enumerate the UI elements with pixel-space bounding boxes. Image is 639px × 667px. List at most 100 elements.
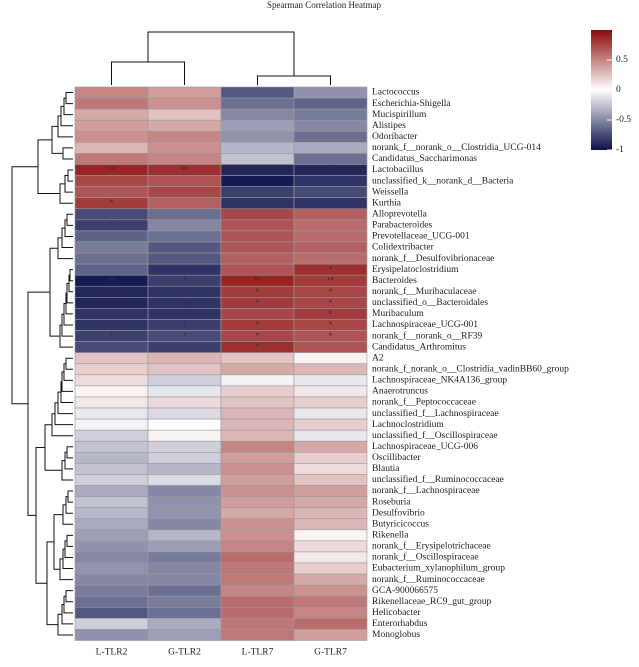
row-label: unclassified_f__Lachnospiraceae xyxy=(372,408,499,419)
heatmap-cell xyxy=(293,418,368,431)
heatmap-cell xyxy=(220,562,295,575)
heatmap-cell xyxy=(293,540,368,553)
heatmap-cell xyxy=(147,241,222,254)
significance-mark: * xyxy=(183,298,187,308)
dendrogram-branch xyxy=(63,97,73,116)
significance-mark: * xyxy=(183,276,187,286)
row-label: Helicobacter xyxy=(372,608,421,618)
heatmap-cell xyxy=(293,429,368,442)
heatmap-cell xyxy=(293,252,368,265)
significance-mark: * xyxy=(256,298,260,308)
row-label: norank_f__Oscillospiraceae xyxy=(372,552,479,563)
heatmap-cell xyxy=(147,485,222,497)
row-label: Roseburia xyxy=(372,497,411,507)
heatmap-cell xyxy=(74,507,149,520)
heatmap-cell xyxy=(147,463,222,475)
heatmap-cell xyxy=(293,197,368,210)
heatmap-cell xyxy=(147,452,222,464)
heatmap-cell xyxy=(220,197,295,210)
row-label: norank_f__norank_o__RF39 xyxy=(372,330,483,341)
heatmap-cell xyxy=(220,618,295,630)
row-label: Monoglobus xyxy=(372,630,420,640)
significance-mark: * xyxy=(110,320,114,330)
heatmap-cell xyxy=(147,175,222,187)
heatmap-cell xyxy=(147,396,222,409)
heatmap-cell xyxy=(74,595,149,608)
significance-mark: * xyxy=(329,165,333,175)
heatmap-cell xyxy=(220,230,295,243)
heatmap-cell xyxy=(147,418,222,431)
heatmap-cell xyxy=(74,463,149,475)
dendrogram-branch xyxy=(60,381,73,403)
heatmap-cell xyxy=(74,551,149,564)
heatmap-cell xyxy=(293,595,368,608)
dendrogram-branch xyxy=(62,504,73,525)
heatmap-cell xyxy=(147,595,222,608)
row-label: Desulfovibrio xyxy=(372,507,425,518)
dendrogram-branch xyxy=(65,496,73,514)
heatmap-cell xyxy=(293,352,368,365)
dendrogram-branch xyxy=(57,115,73,138)
heatmap-cell xyxy=(220,551,295,564)
heatmap-cell xyxy=(220,496,295,508)
heatmap-cell xyxy=(147,407,222,420)
heatmap-cell xyxy=(293,396,368,409)
heatmap-cell xyxy=(147,374,222,387)
dendrogram-branch xyxy=(37,139,60,195)
colorbar: 0.5 0 -0.5 -1 xyxy=(591,30,631,155)
dendrogram-branch xyxy=(66,213,73,226)
heatmap-cell xyxy=(74,208,149,221)
heatmap-cell xyxy=(74,263,149,276)
heatmap-cell xyxy=(220,429,295,442)
row-dendrogram xyxy=(11,92,73,636)
significance-mark: * xyxy=(110,287,114,297)
significance-mark: * xyxy=(256,342,260,352)
column-dendrogram xyxy=(111,31,331,85)
row-label: norank_f__Ruminococcaceae xyxy=(372,574,485,585)
chart-title: Spearman Correlation Heatmap xyxy=(267,0,381,10)
dendrogram-branch xyxy=(67,490,73,503)
heatmap-cell xyxy=(220,540,295,553)
heatmap-cell xyxy=(293,175,368,187)
heatmap-cell xyxy=(293,186,368,199)
row-label: Candidatus_Saccharimonas xyxy=(372,154,477,164)
heatmap-cell xyxy=(293,241,368,254)
heatmap-cell xyxy=(220,595,295,608)
significance-mark: * xyxy=(329,287,333,297)
row-label: Escherichia-Shigella xyxy=(372,99,451,109)
dendrogram-branch xyxy=(64,175,73,193)
significance-mark: * xyxy=(183,265,187,275)
dendrogram-branch xyxy=(11,166,38,405)
heatmap-cell xyxy=(147,540,222,553)
row-label: Eubacterium_xylanophilum_group xyxy=(372,564,505,574)
heatmap-cell xyxy=(74,485,149,497)
heatmap-cell xyxy=(220,175,295,187)
heatmap-cell xyxy=(147,119,222,132)
row-label: Rikenella xyxy=(372,531,409,541)
heatmap-cell xyxy=(147,618,222,630)
dendrogram-branch xyxy=(62,147,73,160)
significance-mark: * xyxy=(256,320,260,330)
heatmap-cell xyxy=(74,418,149,431)
heatmap-cell xyxy=(220,219,295,232)
heatmap-cell xyxy=(74,573,149,586)
heatmap-cell xyxy=(220,573,295,586)
significance-mark: * xyxy=(329,309,333,319)
heatmap-cell xyxy=(220,396,295,409)
heatmap-cell xyxy=(293,108,368,121)
row-labels: LactococcusEscherichia-ShigellaMucispiri… xyxy=(372,88,569,640)
row-label: Muribaculum xyxy=(372,309,424,319)
row-label: Odoribacter xyxy=(372,132,418,142)
heatmap-cell xyxy=(220,153,295,165)
row-label: Colidextribacter xyxy=(372,243,435,253)
significance-mark: * xyxy=(110,220,114,230)
heatmap-cell xyxy=(147,529,222,542)
heatmap-cell xyxy=(147,440,222,453)
heatmap-cell xyxy=(74,374,149,387)
heatmap-cell xyxy=(293,230,368,243)
heatmap-cell xyxy=(147,562,222,575)
dendrogram-branch xyxy=(44,424,62,471)
column-label: G-TLR2 xyxy=(168,648,201,658)
dendrogram-branch xyxy=(46,541,58,626)
